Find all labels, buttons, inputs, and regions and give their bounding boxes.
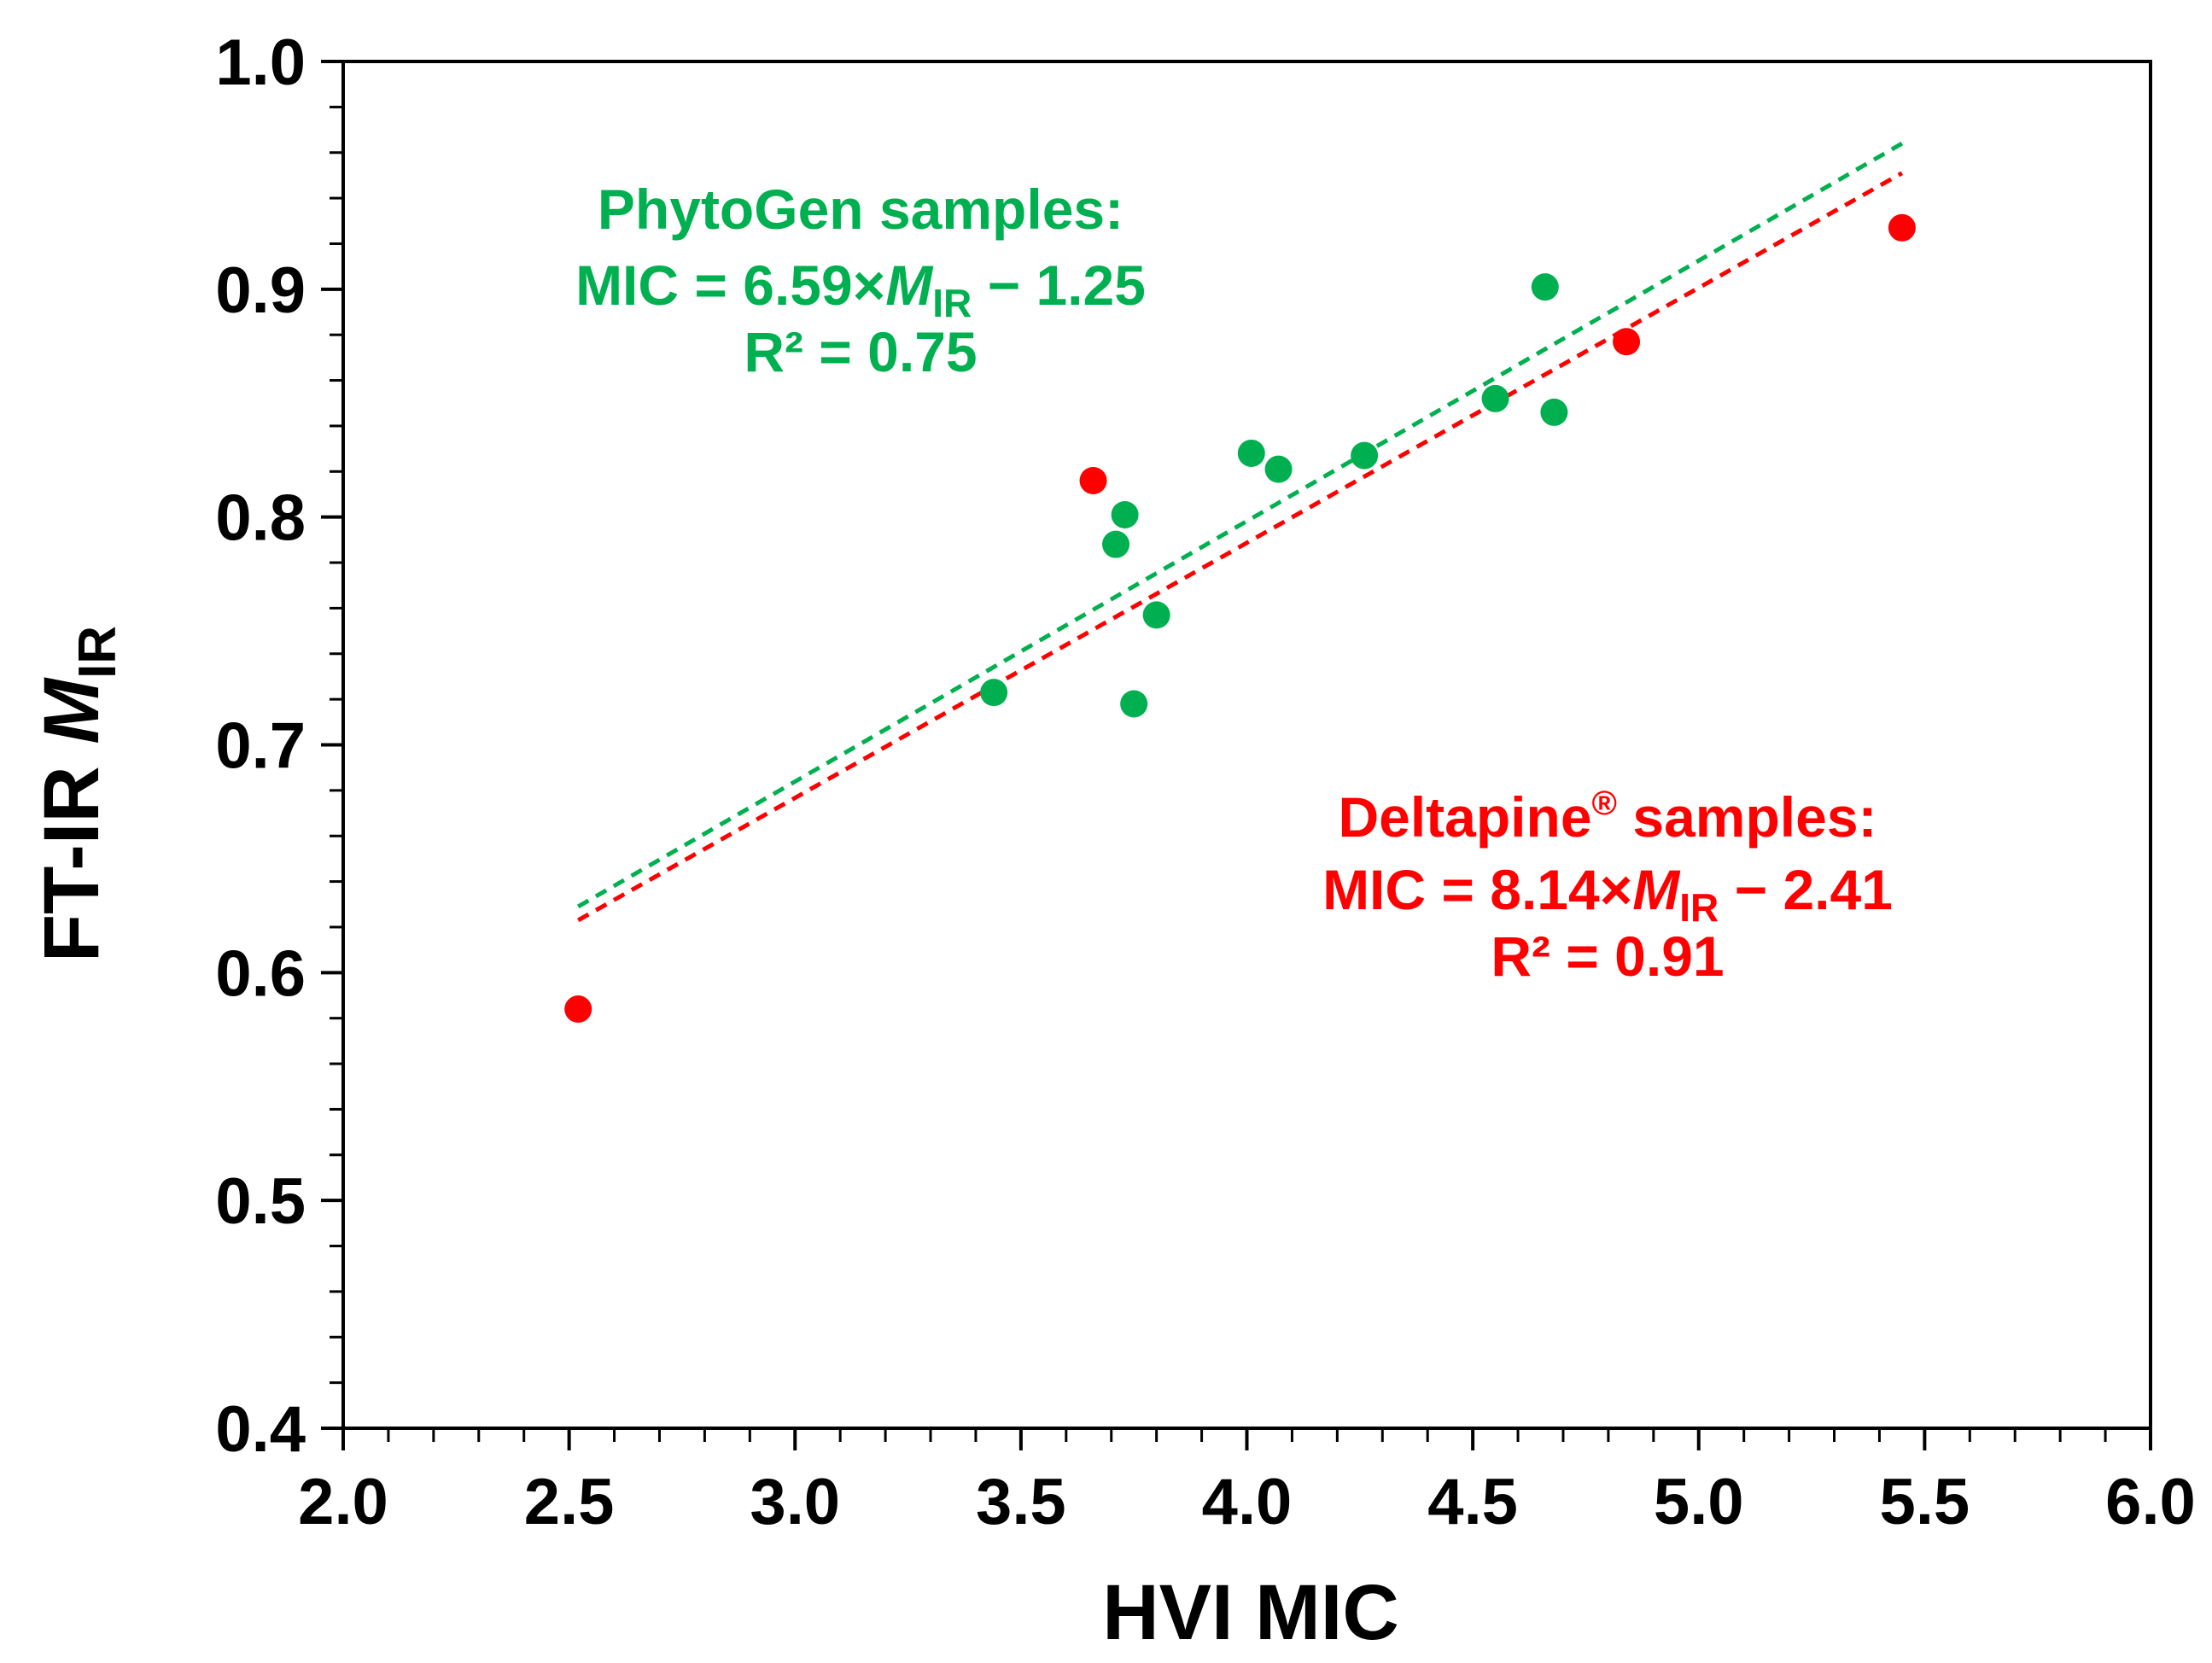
deltapine-annotation-equation: MIC = 8.14×MIR − 2.41 [1322,858,1893,930]
x-tick-label: 2.0 [298,1466,388,1538]
y-tick-label: 0.8 [215,482,306,555]
x-tick-label: 3.0 [750,1466,840,1538]
x-tick-label: 4.0 [1202,1466,1293,1538]
y-tick-label: 0.5 [215,1165,306,1238]
deltapine-annotation: Deltapine® samples: MIC = 8.14×MIR − 2.4… [1322,785,1893,988]
y-tick-label: 1.0 [215,26,306,99]
x-tick-label: 5.5 [1880,1466,1970,1538]
y-tick-label: 0.4 [215,1393,306,1466]
trendlines [576,141,1904,923]
phytogen-point [1481,384,1509,412]
data-points [564,213,1916,1024]
phytogen-annotation-r2: R² = 0.75 [744,320,977,383]
x-tick-labels: 2.0 2.5 3.0 3.5 4.0 4.5 5.0 5.5 6.0 [298,1466,2196,1538]
deltapine-point [1888,213,1916,242]
phytogen-point [1540,398,1568,426]
phytogen-point [1142,601,1170,629]
x-tick-label: 5.0 [1654,1466,1744,1538]
phytogen-point [1120,690,1148,718]
phytogen-annotation: PhytoGen samples: MIC = 6.59×MIR − 1.25 … [575,178,1146,383]
deltapine-point [1613,328,1641,356]
y-axis-title: FT-IR MIR [28,626,127,962]
phytogen-point [1531,273,1559,301]
phytogen-annotation-equation: MIC = 6.59×MIR − 1.25 [575,254,1146,325]
phytogen-point [980,679,1008,707]
y-tick-label: 0.6 [215,937,306,1010]
phytogen-trendline [576,141,1904,909]
x-tick-label: 3.5 [976,1466,1066,1538]
deltapine-point [564,995,592,1024]
phytogen-point [1102,530,1130,558]
x-minor-ticks [387,1428,2107,1442]
phytogen-point [1237,439,1265,467]
x-tick-label: 6.0 [2105,1466,2196,1538]
x-major-ticks [341,1428,2152,1450]
x-axis-title: HVI MIC [1102,1569,1399,1656]
deltapine-annotation-r2: R² = 0.91 [1491,925,1724,988]
x-tick-label: 4.5 [1427,1466,1518,1538]
y-tick-labels: 0.4 0.5 0.6 0.7 0.8 0.9 1.0 [215,26,306,1466]
y-tick-label: 0.7 [215,710,306,783]
phytogen-annotation-title: PhytoGen samples: [598,178,1124,241]
plot-frame [341,60,2152,1430]
x-tick-label: 2.5 [524,1466,615,1538]
y-minor-ticks [330,105,343,1385]
deltapine-point [1079,466,1107,494]
phytogen-point [1111,500,1139,528]
deltapine-annotation-title: Deltapine® samples: [1338,785,1876,849]
deltapine-trendline [576,171,1904,923]
y-tick-label: 0.9 [215,254,306,327]
phytogen-point [1264,455,1293,483]
phytogen-point [1351,441,1379,470]
y-major-ticks [321,60,343,1430]
